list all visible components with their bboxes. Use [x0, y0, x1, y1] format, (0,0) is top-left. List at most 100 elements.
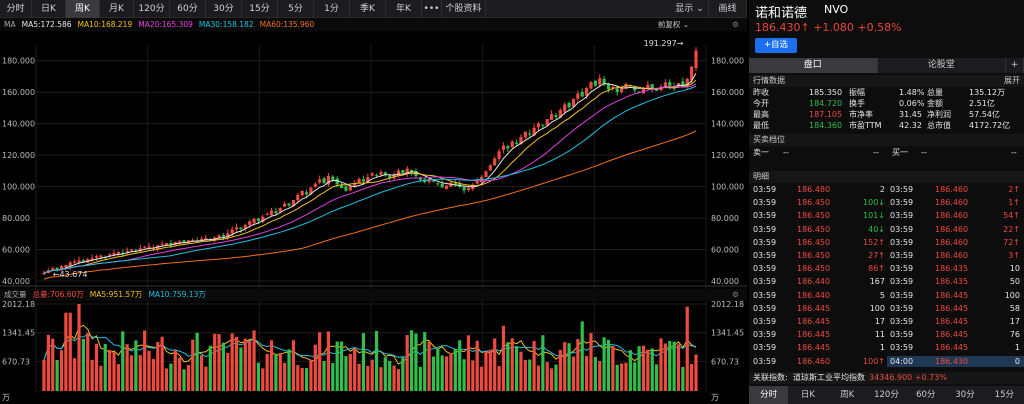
- period-4[interactable]: 120分: [134, 0, 170, 18]
- period-2[interactable]: 周K: [66, 0, 100, 18]
- draw-line-button[interactable]: 画线: [709, 0, 747, 18]
- volume-bar: [497, 365, 501, 391]
- trade-volume: 27↑: [868, 251, 885, 260]
- candle: [318, 179, 322, 183]
- volume-bar: [370, 359, 374, 391]
- period-8[interactable]: 5分: [278, 0, 314, 18]
- candle: [690, 66, 694, 81]
- trade-volume: 22↑: [1003, 224, 1020, 234]
- trade-price: 186.445: [935, 290, 969, 300]
- volume-bar: [633, 362, 637, 391]
- y-tick-left: 60.000: [2, 246, 30, 255]
- period-12[interactable]: •••: [422, 0, 442, 18]
- bottom-tab-3[interactable]: 120分: [874, 390, 899, 400]
- trade-volume: 17: [1009, 317, 1020, 326]
- volume-bar: [392, 365, 396, 391]
- tab-orderbook[interactable]: 盘口: [749, 58, 878, 73]
- trade-row: 03:59 186.450 27↑ 03:59 186.460 3↑: [749, 250, 1024, 262]
- bottom-tab-4[interactable]: 60分: [916, 390, 936, 400]
- tab-forum[interactable]: 论股堂: [878, 58, 1006, 73]
- y-tick-left: 120.000: [2, 151, 35, 160]
- volume-bar: [108, 349, 112, 391]
- period-13[interactable]: 个股资料: [442, 0, 486, 18]
- volume-bar: [628, 350, 632, 391]
- candle: [532, 127, 536, 136]
- volume-bar: [655, 364, 659, 391]
- candle: [55, 267, 59, 270]
- volume-bar: [414, 333, 418, 391]
- volume-legend: 成交量 总量:706.60万 MA5:951.57万 MA10:759.13万 …: [0, 289, 747, 301]
- volume-bar: [116, 364, 120, 391]
- volume-bar: [300, 368, 304, 391]
- period-9[interactable]: 1分: [314, 0, 350, 18]
- related-index[interactable]: 关联指数: 道琼斯工业平均指数 34346.900 +0.73%: [749, 372, 1024, 384]
- volume-bar: [366, 365, 370, 391]
- volume-bar: [42, 359, 46, 391]
- trade-time: 03:59: [890, 198, 914, 208]
- candle: [388, 175, 392, 179]
- candle: [536, 123, 541, 128]
- bottom-tab-6[interactable]: 15分: [994, 390, 1014, 400]
- candle: [252, 219, 256, 223]
- bottom-tab-1[interactable]: 日K: [800, 390, 815, 400]
- vol-tick-right: 1341.45: [711, 329, 744, 338]
- bottom-tab-0[interactable]: 分时: [749, 386, 789, 404]
- trade-price: 186.445: [935, 317, 969, 326]
- volume-bar: [602, 337, 606, 391]
- detail-section-title: 明细: [753, 172, 769, 181]
- gear-icon[interactable]: ⚙: [732, 290, 739, 299]
- candle: [501, 145, 506, 150]
- tab-add[interactable]: +: [1006, 58, 1024, 73]
- volume-bar: [151, 358, 155, 391]
- candle: [646, 84, 650, 88]
- trade-volume: 1↑: [1008, 198, 1020, 208]
- period-3[interactable]: 月K: [100, 0, 134, 18]
- trade-time: 03:59: [890, 277, 914, 287]
- volume-bar: [147, 350, 151, 391]
- y-tick-right: 80.000: [711, 214, 739, 223]
- candle: [322, 178, 326, 184]
- candle: [129, 249, 134, 251]
- trade-volume: 0: [1014, 356, 1020, 366]
- kline-chart[interactable]: 180.000 180.000 160.000 160.000 140.000 140.0…: [0, 31, 747, 404]
- bottom-tab-5[interactable]: 30分: [955, 390, 975, 400]
- volume-bar: [86, 332, 90, 391]
- trade-time: 03:59: [753, 356, 777, 366]
- candle: [554, 115, 558, 117]
- volume-bar: [204, 366, 208, 391]
- adjust-dropdown[interactable]: 前复权 ⌄: [657, 20, 689, 29]
- candle: [633, 86, 637, 91]
- candle: [243, 224, 247, 229]
- volume-bar: [444, 356, 449, 391]
- volume-bar: [453, 349, 457, 391]
- trade-row: 03:59 186.440 5 03:59 186.445 100: [749, 290, 1024, 302]
- period-5[interactable]: 60分: [170, 0, 206, 18]
- display-dropdown[interactable]: 显示 ⌄: [671, 0, 709, 18]
- stat-value: 31.45: [899, 110, 922, 119]
- gear-icon[interactable]: ⚙: [732, 20, 739, 29]
- volume-bar: [532, 340, 536, 391]
- candle: [278, 207, 282, 213]
- y-tick-right: 140.000: [711, 120, 744, 129]
- candle: [650, 84, 654, 89]
- period-10[interactable]: 季K: [350, 0, 386, 18]
- period-6[interactable]: 30分: [206, 0, 242, 18]
- add-watchlist-button[interactable]: +自选: [755, 38, 797, 53]
- candle: [418, 177, 422, 180]
- volume-bar: [694, 354, 698, 391]
- candle: [558, 109, 562, 118]
- period-1[interactable]: 日K: [32, 0, 66, 18]
- volume-bar: [296, 365, 300, 391]
- period-7[interactable]: 15分: [242, 0, 278, 18]
- related-index-name: 道琼斯工业平均指数: [793, 373, 865, 382]
- vol-tick-left: 1341.45: [2, 329, 35, 338]
- trade-time: 03:59: [753, 185, 777, 194]
- expand-button[interactable]: 展开: [1004, 76, 1020, 85]
- candle: [493, 158, 497, 166]
- trade-price: 186.445: [797, 303, 831, 313]
- trade-volume: 54↑: [1003, 211, 1020, 221]
- period-0[interactable]: 分时: [0, 0, 32, 18]
- period-11[interactable]: 年K: [386, 0, 422, 18]
- bottom-tab-2[interactable]: 周K: [840, 390, 855, 400]
- candle: [274, 211, 278, 214]
